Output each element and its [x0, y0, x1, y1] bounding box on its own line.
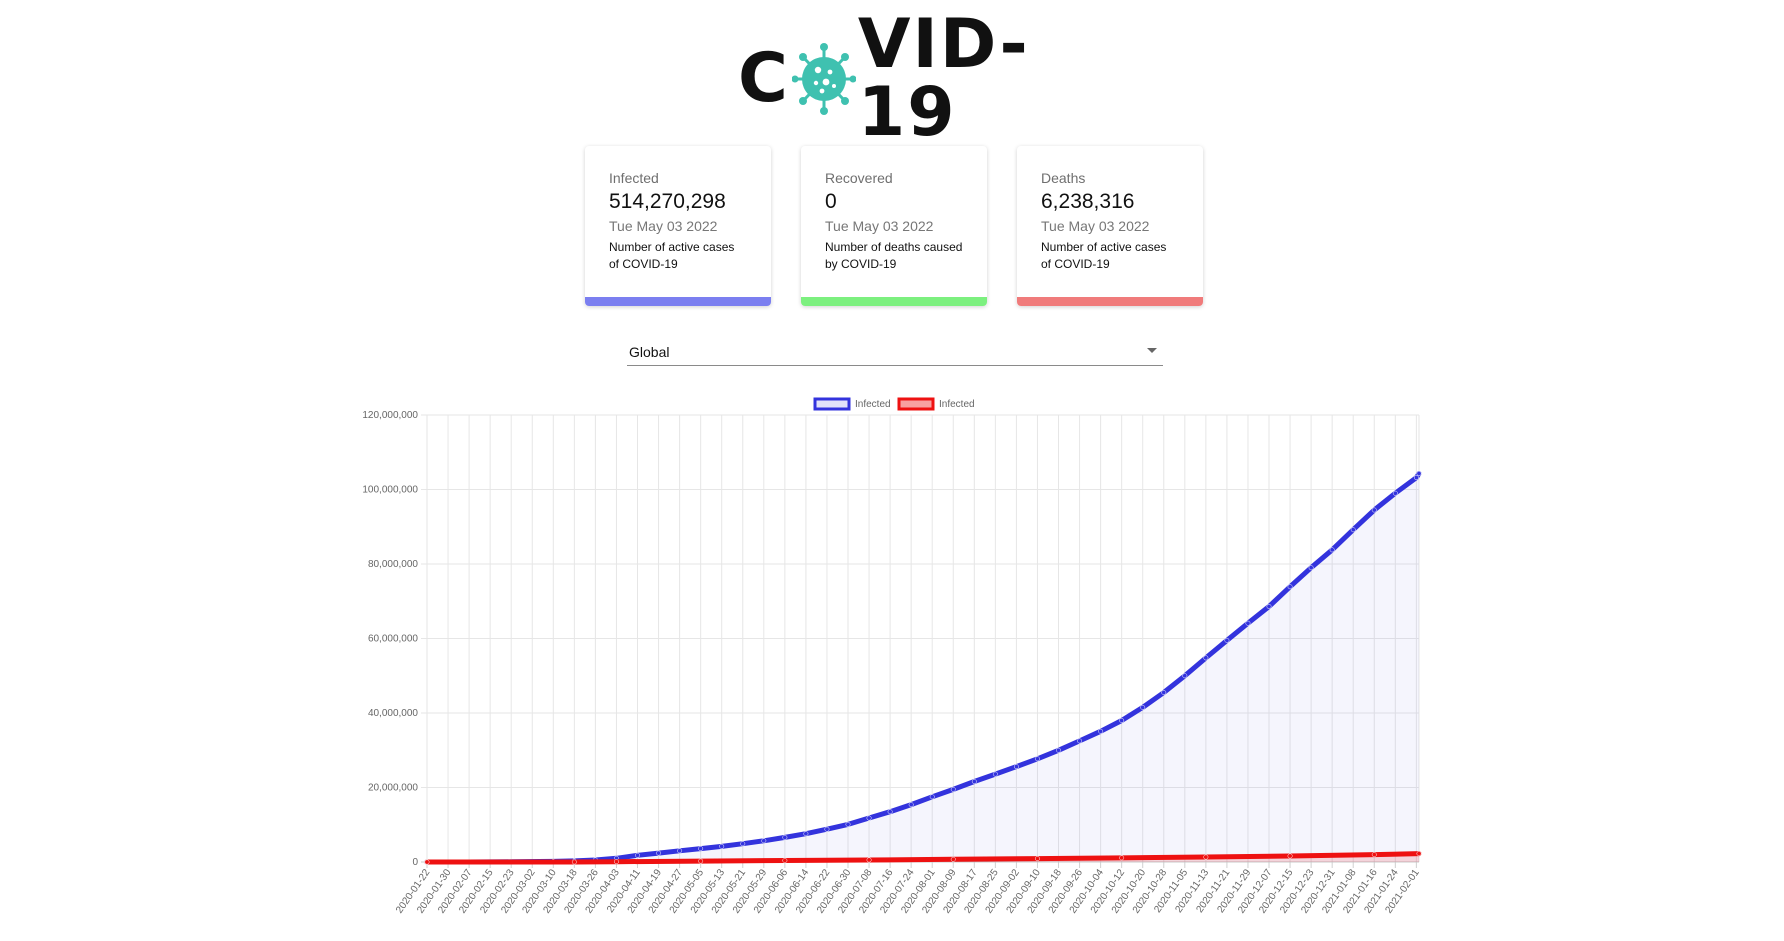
data-point [1119, 718, 1125, 723]
data-point [1329, 547, 1335, 553]
data-point [1287, 853, 1293, 859]
data-point [950, 856, 956, 862]
legend-label: Infected [939, 399, 975, 410]
card-description: Number of deaths caused by COVID-19 [825, 240, 963, 271]
card-description: Number of active cases of COVID-19 [1041, 240, 1167, 271]
data-point [761, 838, 767, 844]
covid-logo: C [738, 11, 1056, 147]
cases-line-chart: 2020-01-222020-01-302020-02-072020-02-15… [362, 397, 1422, 916]
card-date: Tue May 03 2022 [609, 218, 718, 234]
y-tick-label: 100,000,000 [362, 485, 418, 496]
data-point [1182, 673, 1188, 679]
data-point [782, 858, 788, 863]
country-select[interactable]: Global [627, 338, 1163, 366]
data-point [1161, 690, 1167, 695]
series-area-1 [427, 853, 1419, 862]
data-point [698, 846, 704, 852]
y-tick-label: 120,000,000 [362, 410, 418, 421]
data-point [719, 843, 725, 849]
legend-swatch [813, 397, 851, 411]
data-point [950, 786, 956, 792]
card-date: Tue May 03 2022 [825, 218, 934, 234]
data-point [1416, 471, 1422, 476]
data-point [656, 850, 662, 856]
card-color-bar [801, 297, 987, 306]
data-point [1203, 854, 1209, 860]
data-point [824, 826, 830, 832]
data-point [908, 802, 914, 808]
data-point [929, 794, 935, 800]
card-label: Recovered [825, 170, 893, 186]
recovered-card: Recovered 0 Tue May 03 2022 Number of de… [801, 146, 987, 306]
data-point [1119, 855, 1125, 861]
legend-swatch [897, 397, 935, 411]
data-point [782, 834, 788, 840]
data-point [1140, 704, 1146, 710]
y-tick-label: 40,000,000 [368, 708, 418, 719]
data-point [635, 852, 640, 858]
data-point [1224, 637, 1230, 643]
card-label: Infected [609, 170, 659, 186]
data-point [971, 779, 977, 784]
data-point [1287, 584, 1293, 590]
data-point [866, 857, 872, 863]
card-date: Tue May 03 2022 [1041, 218, 1150, 234]
data-point [1098, 728, 1104, 734]
data-point [887, 809, 893, 815]
data-point [1245, 620, 1251, 626]
series-line-0 [424, 471, 1422, 865]
y-tick-label: 20,000,000 [368, 783, 418, 794]
data-point [1266, 604, 1272, 609]
data-point [1392, 490, 1398, 496]
data-point [845, 821, 851, 827]
card-value: 6,238,316 [1041, 190, 1135, 213]
card-color-bar [585, 297, 771, 306]
virus-icon [791, 43, 856, 115]
dropdown-arrow-icon[interactable] [1147, 348, 1157, 353]
data-point [1013, 764, 1019, 770]
logo-text-start: C [738, 39, 790, 118]
data-point [1308, 565, 1314, 571]
cases-chart: 2020-01-22 2020-01-30 2020-02-07 2020-02-15… [0, 380, 1784, 941]
series-area-0 [427, 473, 1419, 862]
data-point [1416, 851, 1422, 857]
data-point [1035, 756, 1040, 762]
data-point [1077, 738, 1083, 744]
card-description: Number of active cases of COVID-19 [609, 240, 735, 271]
data-point [1035, 856, 1040, 862]
data-point [1413, 475, 1419, 481]
data-point [1371, 852, 1377, 858]
data-point [1056, 747, 1061, 753]
data-point [803, 831, 809, 837]
data-point [677, 848, 683, 854]
deaths-card: Deaths 6,238,316 Tue May 03 2022 Number … [1017, 146, 1203, 306]
data-point [992, 771, 998, 777]
data-point [1203, 655, 1209, 661]
y-tick-label: 60,000,000 [368, 634, 418, 645]
data-point [424, 859, 430, 865]
data-point [571, 859, 577, 865]
card-label: Deaths [1041, 170, 1086, 186]
logo-text-end: VID-19 [857, 5, 1030, 152]
infected-card: Infected 514,270,298 Tue May 03 2022 Num… [585, 146, 771, 306]
y-tick-label: 80,000,000 [368, 559, 418, 570]
data-point [1350, 527, 1356, 533]
data-point [866, 815, 872, 821]
data-point [740, 841, 746, 847]
data-point [614, 859, 619, 865]
card-value: 0 [825, 190, 837, 213]
country-select-value: Global [629, 344, 670, 360]
data-point [1371, 507, 1377, 513]
data-point [698, 858, 704, 864]
stats-cards: Infected 514,270,298 Tue May 03 2022 Num… [585, 146, 1205, 308]
y-tick-label: 0 [412, 857, 418, 868]
card-value: 514,270,298 [609, 190, 726, 213]
legend-label: Infected [855, 399, 891, 410]
card-color-bar [1017, 297, 1203, 306]
